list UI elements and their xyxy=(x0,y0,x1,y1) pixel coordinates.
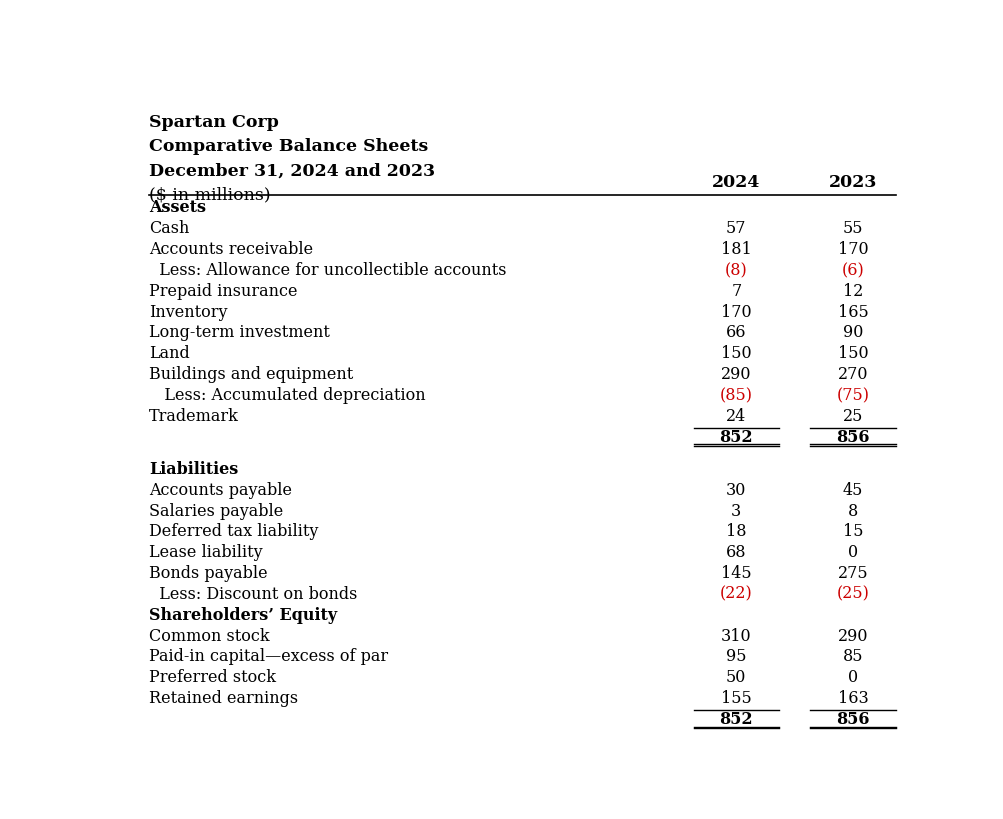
Text: Paid-in capital—excess of par: Paid-in capital—excess of par xyxy=(148,648,387,664)
Text: Buildings and equipment: Buildings and equipment xyxy=(148,366,353,382)
Text: 95: 95 xyxy=(725,648,746,664)
Text: 12: 12 xyxy=(842,283,863,300)
Text: 68: 68 xyxy=(725,544,746,560)
Text: 24: 24 xyxy=(725,407,745,424)
Text: December 31, 2024 and 2023: December 31, 2024 and 2023 xyxy=(148,162,434,179)
Text: Lease liability: Lease liability xyxy=(148,544,262,560)
Text: 50: 50 xyxy=(725,668,746,686)
Text: Prepaid insurance: Prepaid insurance xyxy=(148,283,297,300)
Text: 150: 150 xyxy=(720,345,751,362)
Text: Long-term investment: Long-term investment xyxy=(148,324,329,341)
Text: 85: 85 xyxy=(842,648,863,664)
Text: 57: 57 xyxy=(725,220,746,237)
Text: 165: 165 xyxy=(837,303,868,320)
Text: (25): (25) xyxy=(835,585,869,602)
Text: 290: 290 xyxy=(720,366,751,382)
Text: 2023: 2023 xyxy=(828,174,877,191)
Text: 18: 18 xyxy=(725,523,746,540)
Text: 66: 66 xyxy=(725,324,746,341)
Text: Salaries payable: Salaries payable xyxy=(148,502,283,519)
Text: 275: 275 xyxy=(837,564,868,581)
Text: Inventory: Inventory xyxy=(148,303,227,320)
Text: Spartan Corp: Spartan Corp xyxy=(148,114,279,131)
Text: 15: 15 xyxy=(842,523,863,540)
Text: 0: 0 xyxy=(848,544,858,560)
Text: 155: 155 xyxy=(720,690,751,706)
Text: (8): (8) xyxy=(724,261,747,278)
Text: Common stock: Common stock xyxy=(148,627,269,644)
Text: 163: 163 xyxy=(837,690,868,706)
Text: 181: 181 xyxy=(720,241,751,258)
Text: Liabilities: Liabilities xyxy=(148,460,238,477)
Text: Deferred tax liability: Deferred tax liability xyxy=(148,523,318,540)
Text: 852: 852 xyxy=(719,428,752,445)
Text: 25: 25 xyxy=(842,407,863,424)
Text: 290: 290 xyxy=(837,627,868,644)
Text: Less: Allowance for uncollectible accounts: Less: Allowance for uncollectible accoun… xyxy=(148,261,506,278)
Text: 310: 310 xyxy=(720,627,751,644)
Text: ($ in millions): ($ in millions) xyxy=(148,186,270,203)
Text: 3: 3 xyxy=(730,502,740,519)
Text: (75): (75) xyxy=(835,387,869,404)
Text: Shareholders’ Equity: Shareholders’ Equity xyxy=(148,606,337,623)
Text: 170: 170 xyxy=(837,241,868,258)
Text: Accounts receivable: Accounts receivable xyxy=(148,241,313,258)
Text: 170: 170 xyxy=(720,303,751,320)
Text: 856: 856 xyxy=(835,710,869,727)
Text: 45: 45 xyxy=(842,481,863,498)
Text: Less: Accumulated depreciation: Less: Accumulated depreciation xyxy=(148,387,425,404)
Text: 145: 145 xyxy=(720,564,751,581)
Text: Cash: Cash xyxy=(148,220,189,237)
Text: Trademark: Trademark xyxy=(148,407,239,424)
Text: 0: 0 xyxy=(848,668,858,686)
Text: (6): (6) xyxy=(841,261,864,278)
Text: 2024: 2024 xyxy=(711,174,759,191)
Text: Less: Discount on bonds: Less: Discount on bonds xyxy=(148,585,357,602)
Text: 30: 30 xyxy=(725,481,746,498)
Text: Preferred stock: Preferred stock xyxy=(148,668,276,686)
Text: 90: 90 xyxy=(842,324,863,341)
Text: 270: 270 xyxy=(837,366,868,382)
Text: (22): (22) xyxy=(719,585,752,602)
Text: 852: 852 xyxy=(719,710,752,727)
Text: Assets: Assets xyxy=(148,199,206,216)
Text: Comparative Balance Sheets: Comparative Balance Sheets xyxy=(148,138,427,155)
Text: Accounts payable: Accounts payable xyxy=(148,481,292,498)
Text: 856: 856 xyxy=(835,428,869,445)
Text: 150: 150 xyxy=(837,345,868,362)
Text: Bonds payable: Bonds payable xyxy=(148,564,267,581)
Text: Retained earnings: Retained earnings xyxy=(148,690,298,706)
Text: (85): (85) xyxy=(719,387,752,404)
Text: Land: Land xyxy=(148,345,190,362)
Text: 55: 55 xyxy=(842,220,863,237)
Text: 8: 8 xyxy=(848,502,858,519)
Text: 7: 7 xyxy=(730,283,740,300)
